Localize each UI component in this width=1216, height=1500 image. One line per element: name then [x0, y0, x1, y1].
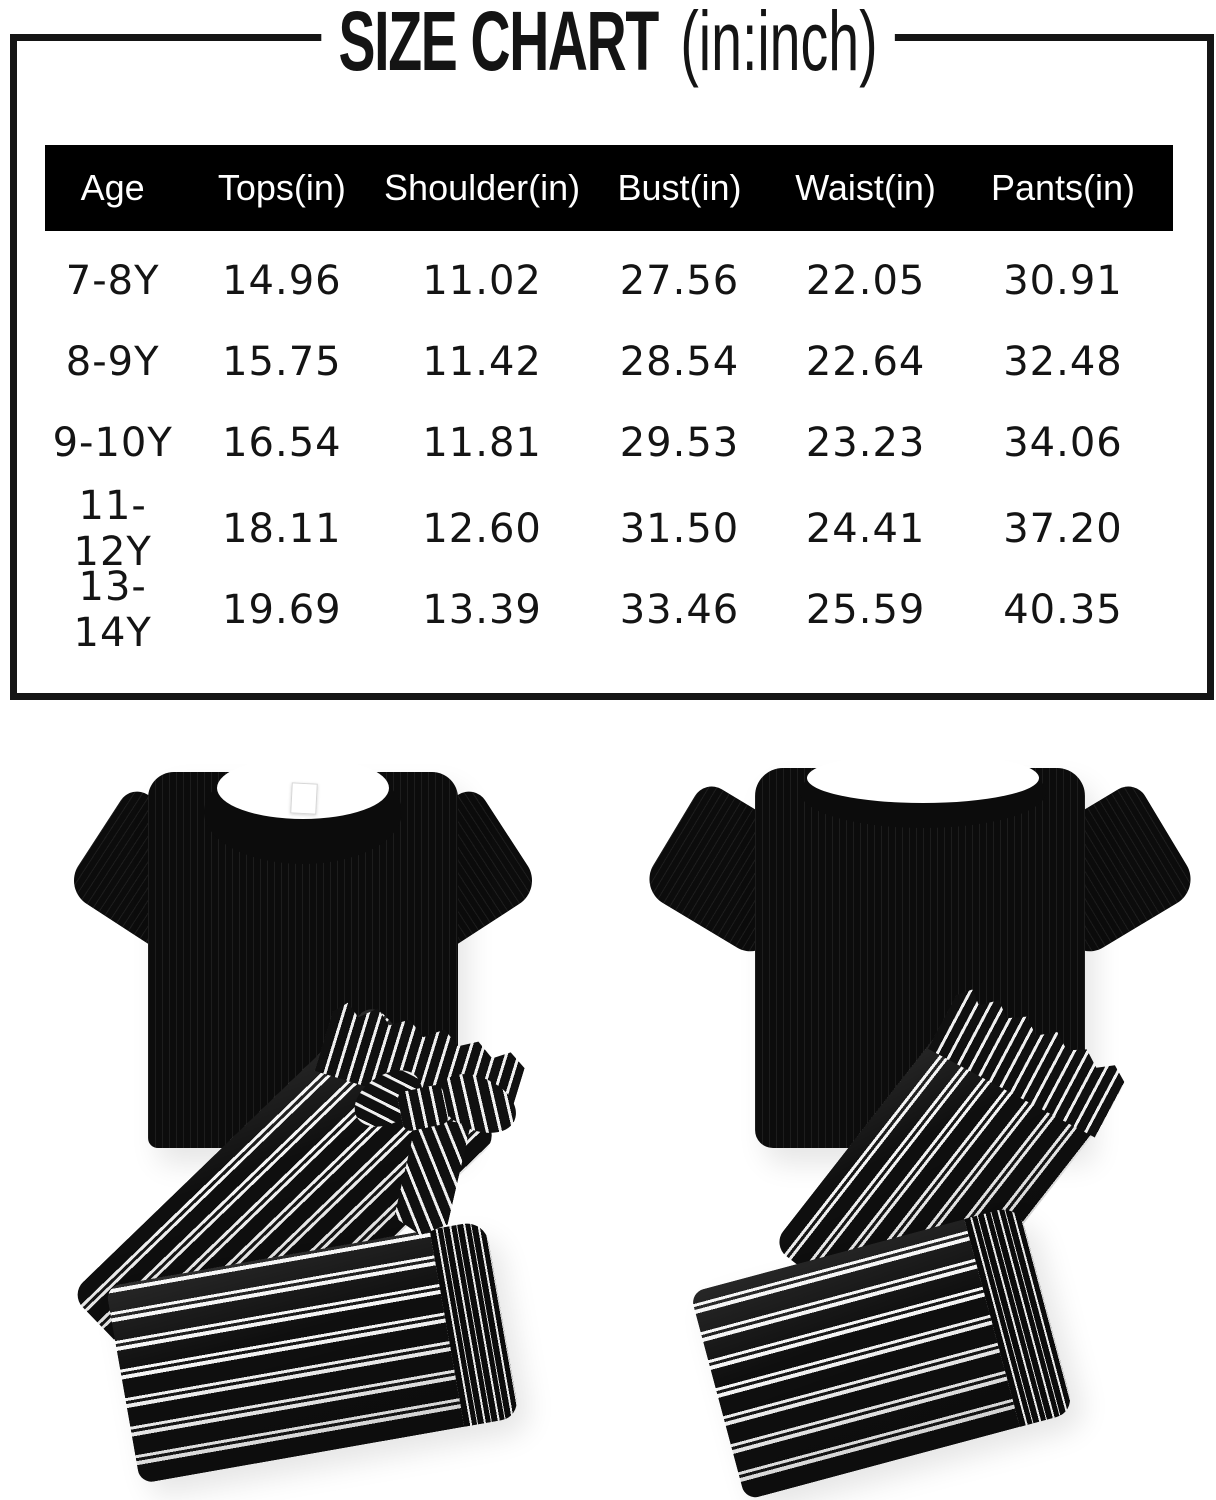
cell-tops: 18.11	[222, 506, 342, 552]
page-title-main: SIZE CHART	[338, 0, 659, 88]
header-cell-tops: Tops(in)	[217, 167, 346, 208]
pants-back-hem-cuff	[964, 1204, 1075, 1427]
cell-age: 8-9Y	[65, 338, 160, 385]
header-cell-shoulder: Shoulder(in)	[384, 167, 581, 208]
cell-bust: 29.53	[619, 419, 740, 466]
cell-tops: 19.69	[222, 587, 342, 633]
cell-tops: 14.96	[222, 257, 342, 304]
cell-bust: 33.46	[619, 587, 740, 633]
cell-pants: 37.20	[1003, 506, 1123, 552]
cell-age: 9-10Y	[52, 419, 173, 466]
cell-waist: 22.64	[805, 338, 926, 385]
cell-pants: 34.06	[1003, 419, 1123, 466]
pants-back-lower-leg	[689, 1204, 1075, 1500]
table-row: 7-8Y 14.96 11.02 27.56 22.05 30.91	[45, 240, 1173, 321]
cell-age: 7-8Y	[65, 257, 160, 304]
cell-shoulder: 11.42	[422, 338, 542, 385]
cell-shoulder: 12.60	[422, 506, 542, 552]
cell-waist: 22.05	[805, 257, 926, 304]
cell-age: 11-12Y	[73, 483, 152, 575]
cell-bust: 31.50	[619, 506, 740, 552]
header-cell-age: Age	[80, 167, 145, 208]
cell-shoulder: 11.81	[422, 419, 542, 466]
table-row: 8-9Y 15.75 11.42 28.54 22.64 32.48	[45, 321, 1173, 402]
cell-bust: 27.56	[619, 257, 740, 304]
pants-front-hem-cuff	[429, 1220, 520, 1427]
cell-tops: 15.75	[222, 338, 342, 385]
page-title-unit: (in:inch)	[680, 0, 878, 88]
neck-tag	[290, 782, 318, 815]
tshirt-back-neckline	[807, 753, 1039, 803]
cell-pants: 32.48	[1003, 338, 1123, 385]
header-cell-waist: Waist(in)	[795, 167, 936, 208]
cell-waist: 23.23	[805, 419, 926, 466]
page-title: SIZE CHART (in:inch)	[321, 0, 895, 84]
cell-pants: 40.35	[1003, 587, 1123, 633]
cell-waist: 24.41	[805, 506, 926, 552]
cell-bust: 28.54	[619, 338, 740, 385]
cell-shoulder: 13.39	[422, 587, 542, 633]
cell-waist: 25.59	[805, 587, 926, 633]
table-row: 13-14Y 19.69 13.39 33.46 25.59 40.35	[45, 564, 1173, 656]
size-chart-table: 7-8Y 14.96 11.02 27.56 22.05 30.91 8-9Y …	[45, 240, 1173, 657]
cell-tops: 16.54	[222, 419, 342, 466]
cell-shoulder: 11.02	[422, 257, 542, 304]
header-cell-pants: Pants(in)	[990, 167, 1135, 208]
header-cell-bust: Bust(in)	[617, 167, 742, 208]
table-row: 11-12Y 18.11 12.60 31.50 24.41 37.20	[45, 483, 1173, 575]
table-row: 9-10Y 16.54 11.81 29.53 23.23 34.06	[45, 402, 1173, 483]
table-header-row: Age Tops(in) Shoulder(in) Bust(in) Waist…	[45, 145, 1173, 231]
cell-pants: 30.91	[1003, 257, 1123, 304]
cell-age: 13-14Y	[73, 564, 152, 656]
